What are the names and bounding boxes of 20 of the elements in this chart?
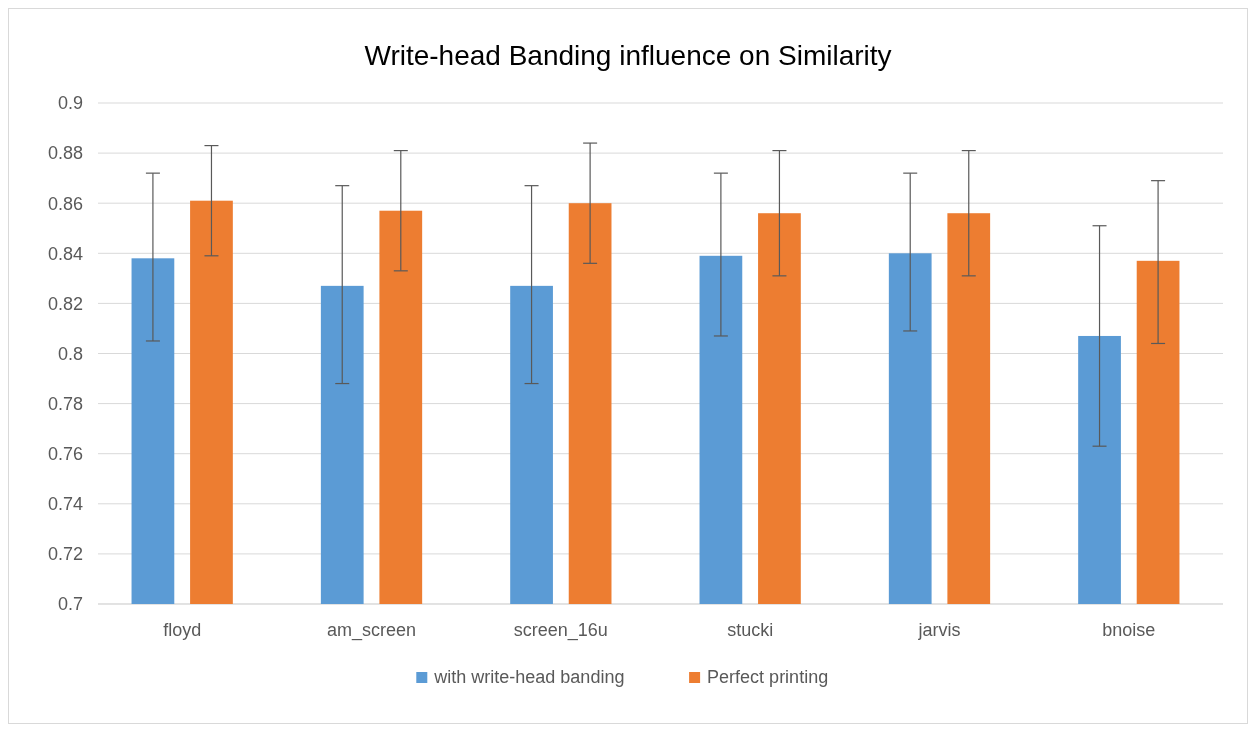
x-tick-label: jarvis	[917, 620, 961, 640]
y-tick-label: 0.76	[47, 444, 83, 464]
y-tick-label: 0.84	[47, 243, 83, 264]
legend-label: with write-head banding	[433, 667, 625, 687]
y-tick-label: 0.8	[57, 343, 83, 364]
y-tick-label: 0.78	[47, 393, 83, 414]
y-tick-label: 0.82	[47, 293, 83, 314]
y-tick-label: 0.74	[47, 494, 83, 515]
y-tick-label: 0.9	[57, 93, 83, 114]
x-tick-label: floyd	[163, 620, 202, 640]
x-tick-label: screen_16u	[513, 620, 608, 641]
y-tick-label: 0.86	[47, 193, 83, 214]
x-tick-label: bnoise	[1102, 620, 1156, 640]
y-tick-label: 0.7	[57, 594, 83, 615]
x-tick-label: am_screen	[326, 620, 417, 641]
y-tick-label: 0.72	[47, 544, 83, 565]
chart-title: Write-head Banding influence on Similarity	[364, 40, 892, 71]
legend-label: Perfect printing	[707, 667, 829, 687]
y-tick-label: 0.88	[47, 143, 83, 164]
x-tick-label: stucki	[727, 620, 774, 640]
